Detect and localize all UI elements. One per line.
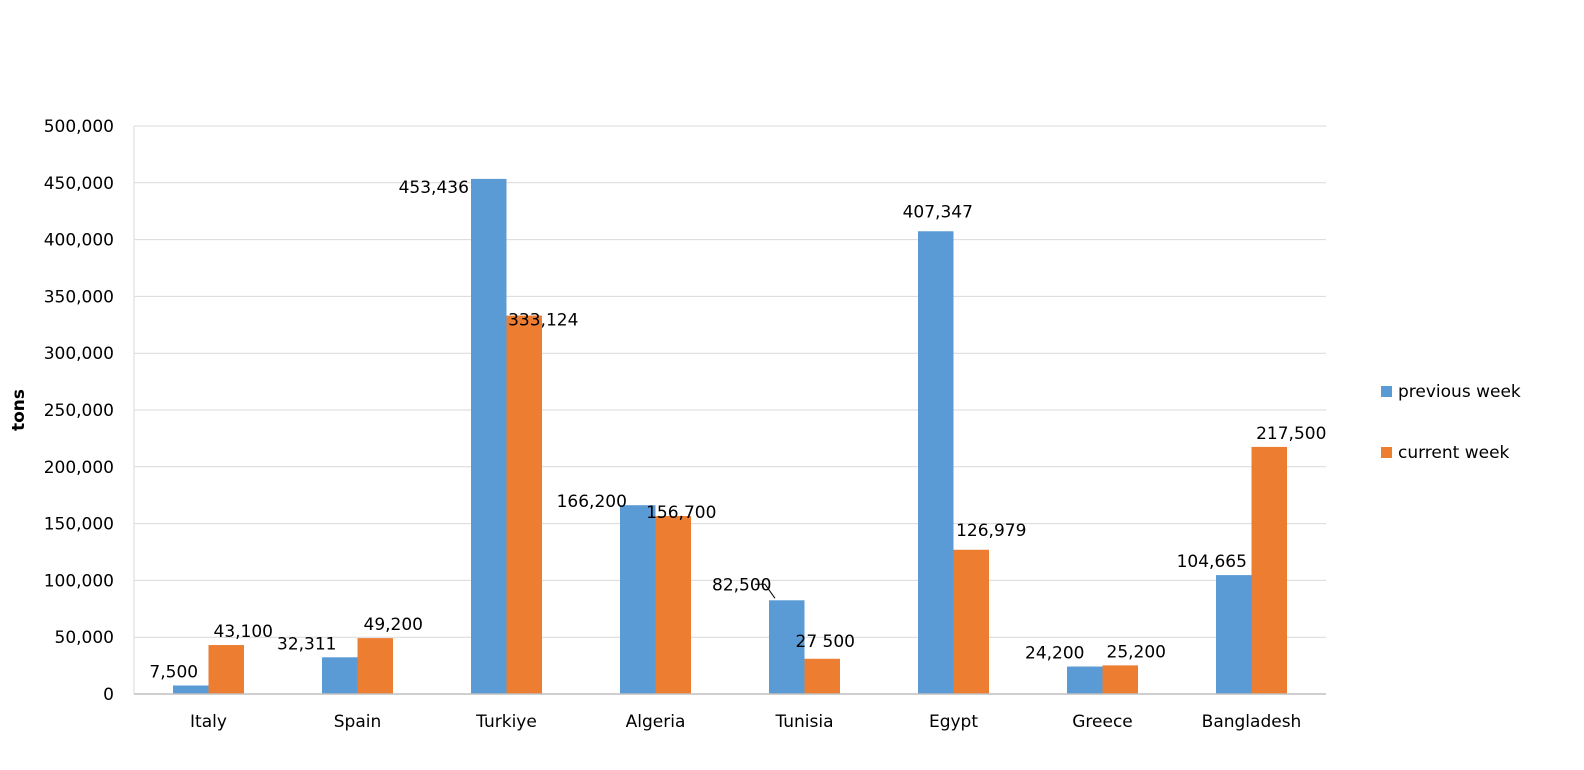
data-label: 166,200 xyxy=(557,492,627,512)
y-tick-label: 150,000 xyxy=(44,515,114,535)
x-tick-label: Bangladesh xyxy=(1202,712,1302,732)
y-tick-label: 100,000 xyxy=(44,571,114,591)
x-tick-label: Tunisia xyxy=(774,712,833,732)
x-axis-categories: Italy Spain Turkiye Algeria Tunisia Egypt Gree… xyxy=(190,712,1301,732)
y-tick-label: 350,000 xyxy=(44,287,114,307)
data-label: 104,665 xyxy=(1177,552,1247,572)
data-label: 407,347 xyxy=(903,202,973,222)
legend-swatch xyxy=(1381,447,1392,458)
data-label: 27 500 xyxy=(796,632,855,652)
y-axis-ticks: 0 50,000 100,000 150,000 200,000 250,000 300,0… xyxy=(44,117,114,705)
bar-previous-week-greece xyxy=(1067,666,1103,694)
gridlines xyxy=(133,125,1326,694)
data-label: 43,100 xyxy=(214,622,273,642)
x-tick-label: Turkiye xyxy=(475,712,537,732)
bar-current-week-algeria xyxy=(655,515,691,694)
legend: previous week current week xyxy=(1381,382,1521,463)
bar-previous-week-spain xyxy=(322,657,358,694)
data-label: 333,124 xyxy=(508,311,578,331)
y-tick-label: 200,000 xyxy=(44,458,114,478)
x-tick-label: Greece xyxy=(1072,712,1133,732)
bar-previous-week-tunisia xyxy=(769,600,805,694)
y-tick-label: 450,000 xyxy=(44,174,114,194)
x-tick-label: Egypt xyxy=(929,712,978,732)
y-tick-label: 0 xyxy=(103,685,114,705)
data-label: 126,979 xyxy=(956,521,1026,541)
data-label: 24,200 xyxy=(1025,644,1084,664)
y-tick-label: 500,000 xyxy=(44,117,114,137)
bar-current-week-turkiye xyxy=(506,315,542,694)
bar-previous-week-turkiye xyxy=(471,178,507,694)
y-axis-label: tons xyxy=(9,389,29,431)
data-label: 7,500 xyxy=(149,662,198,682)
y-tick-label: 50,000 xyxy=(55,628,114,648)
bar-previous-week-italy xyxy=(173,685,209,694)
data-label: 82,500 xyxy=(712,575,771,595)
bar-current-week-spain xyxy=(357,638,393,694)
bars xyxy=(173,178,1287,694)
data-label: 453,436 xyxy=(399,178,469,198)
data-label: 49,200 xyxy=(364,615,423,635)
bar-previous-week-bangladesh xyxy=(1216,575,1252,694)
data-label: 25,200 xyxy=(1107,642,1166,662)
data-label: 32,311 xyxy=(277,634,336,654)
bar-previous-week-egypt xyxy=(918,231,954,694)
legend-label: previous week xyxy=(1398,382,1521,402)
bar-current-week-greece xyxy=(1102,665,1138,694)
y-tick-label: 400,000 xyxy=(44,231,114,251)
x-tick-label: Algeria xyxy=(626,712,686,732)
x-tick-label: Italy xyxy=(190,712,227,732)
bar-current-week-tunisia xyxy=(804,658,840,694)
data-label: 217,500 xyxy=(1256,424,1326,444)
bar-previous-week-algeria xyxy=(620,505,656,694)
leader-line xyxy=(755,583,776,599)
y-tick-label: 250,000 xyxy=(44,401,114,421)
bar-current-week-italy xyxy=(208,645,244,694)
x-tick-label: Spain xyxy=(334,712,382,732)
bar-current-week-bangladesh xyxy=(1251,446,1287,694)
y-tick-label: 300,000 xyxy=(44,344,114,364)
bar-current-week-egypt xyxy=(953,549,989,694)
legend-swatch xyxy=(1381,386,1392,397)
legend-label: current week xyxy=(1398,443,1510,463)
data-label: 156,700 xyxy=(646,503,716,523)
